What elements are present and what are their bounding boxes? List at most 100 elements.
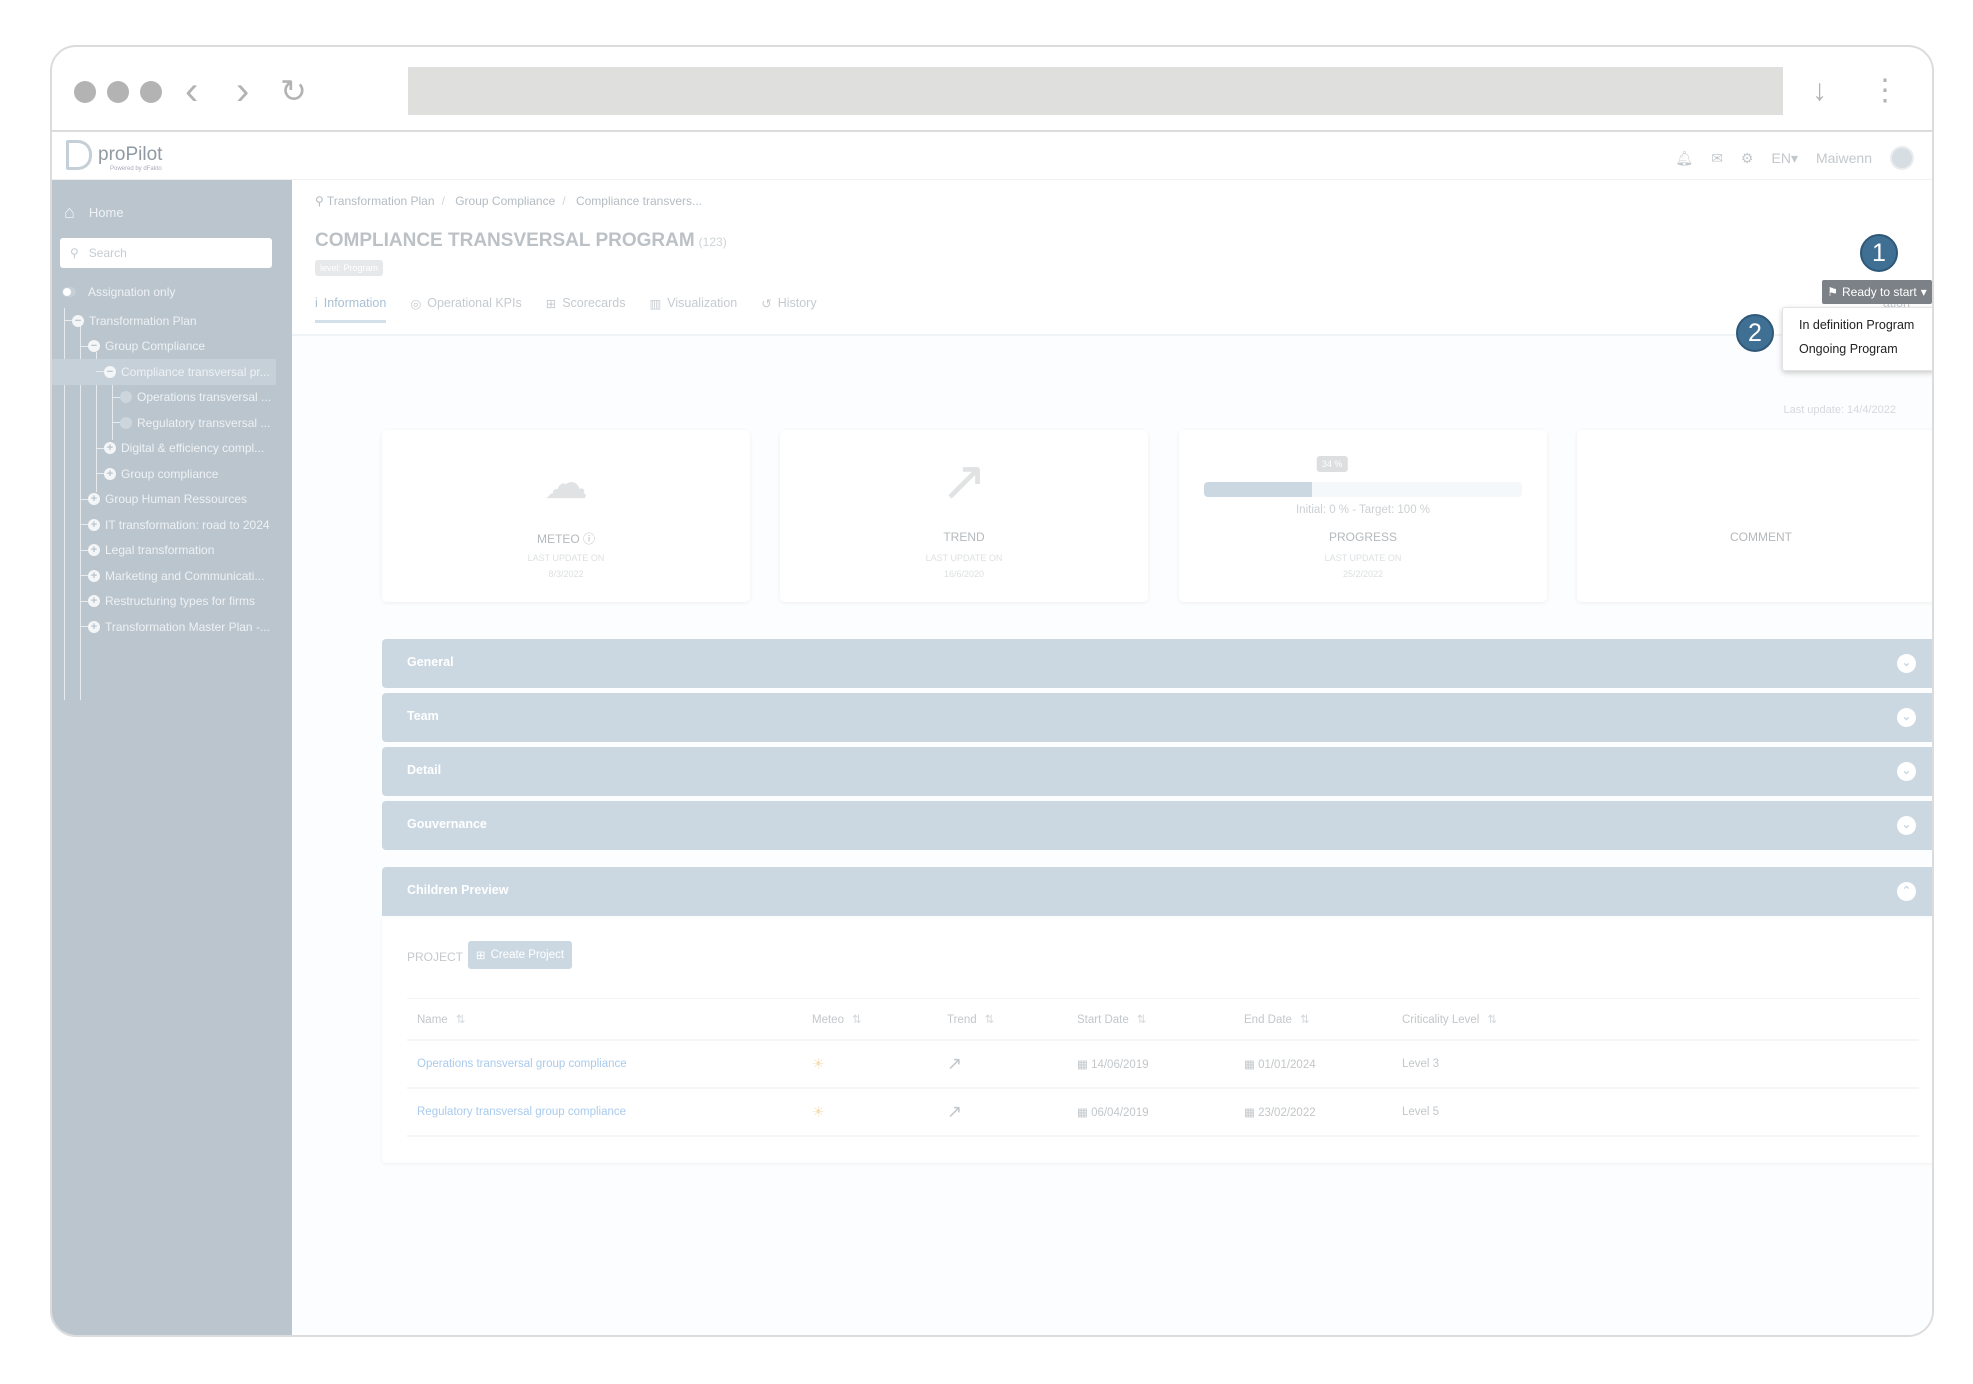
kebab-menu-icon[interactable]: ⋮ <box>1870 74 1900 107</box>
project-name-link[interactable]: Regulatory transversal group compliance <box>417 1106 627 1118</box>
language-select[interactable]: EN▾ <box>1771 149 1798 166</box>
tree-nav: − Transformation Plan − Group Compliance − Co… <box>52 308 292 700</box>
tree-item-label: Digital & efficiency compl... <box>121 441 265 456</box>
cloud-icon: ☁ <box>544 459 588 508</box>
trend-card[interactable]: ↗ TREND LAST UPDATE ON 16/6/2020 <box>780 430 1148 602</box>
project-name-link[interactable]: Operations transversal group compliance <box>417 1058 627 1070</box>
section-general[interactable]: General ⌄ <box>382 639 1932 688</box>
chevron-down-icon[interactable]: ⌄ <box>1897 654 1916 673</box>
tree-item[interactable]: + Transformation Master Plan -... <box>52 614 292 640</box>
window-dot[interactable] <box>74 81 96 103</box>
plus-circle-icon[interactable]: + <box>88 595 100 608</box>
tree-item[interactable]: Regulatory transversal ... <box>52 410 292 436</box>
sort-icon[interactable]: ⇅ <box>1136 1014 1147 1026</box>
progress-fill <box>1204 482 1313 497</box>
chevron-down-icon[interactable]: ⌄ <box>1897 816 1916 835</box>
reload-icon[interactable]: ↻ <box>280 73 307 109</box>
tree-item[interactable]: − Transformation Plan <box>52 308 292 334</box>
avatar[interactable] <box>1890 146 1914 170</box>
tree-item[interactable]: + Legal transformation <box>52 538 292 564</box>
minus-circle-icon[interactable]: − <box>88 340 100 353</box>
toggle-switch[interactable] <box>62 287 76 297</box>
minus-circle-icon[interactable]: − <box>104 365 116 378</box>
logo[interactable]: proPilot Powered by dFakto <box>66 140 162 172</box>
tab-icon: i <box>315 296 318 310</box>
tree-item[interactable]: Operations transversal ... <box>52 385 292 411</box>
plus-circle-icon[interactable]: + <box>104 442 116 455</box>
back-icon[interactable]: ‹ <box>185 69 199 113</box>
flag-icon: ⚑ <box>1827 285 1839 299</box>
tree-item[interactable]: + Group compliance <box>52 461 292 487</box>
tree-item[interactable]: + Marketing and Communicati... <box>52 563 292 589</box>
tree-connector <box>80 498 88 500</box>
breadcrumb-item[interactable]: Transformation Plan <box>326 194 435 208</box>
tab-scorecards[interactable]: ⊞ Scorecards <box>546 296 626 323</box>
tree-item-label: Legal transformation <box>105 543 215 558</box>
window-dot[interactable] <box>140 81 162 103</box>
status-dropdown-button[interactable]: ⚑ Ready to start ▾ <box>1822 280 1932 304</box>
sort-icon[interactable]: ⇅ <box>984 1014 995 1026</box>
sort-icon[interactable]: ⇅ <box>1487 1014 1497 1026</box>
chevron-up-icon[interactable]: ⌃ <box>1897 882 1916 901</box>
tree-item[interactable]: + Restructuring types for firms <box>52 589 292 615</box>
plus-circle-icon[interactable]: + <box>104 467 116 480</box>
tree-item[interactable]: + Digital & efficiency compl... <box>52 436 292 462</box>
leaf-dot-icon[interactable] <box>120 416 132 429</box>
plus-circle-icon[interactable]: + <box>88 518 100 531</box>
sidebar-item-home[interactable]: ⌂ Home <box>64 202 124 223</box>
tree-item[interactable]: + Group Human Ressources <box>52 487 292 513</box>
tree-item[interactable]: − Compliance transversal pr... <box>52 359 276 385</box>
chevron-down-icon[interactable]: ⌄ <box>1897 762 1916 781</box>
assignation-label: Assignation only <box>88 285 176 299</box>
arrow-up-right-icon: ↗ <box>947 1101 963 1122</box>
create-label: Create Project <box>490 949 565 961</box>
column-header[interactable]: Criticality Level ⇅ <box>1402 1012 1497 1026</box>
forward-icon[interactable]: › <box>236 69 250 113</box>
minus-circle-icon[interactable]: − <box>72 314 84 327</box>
plus-circle-icon[interactable]: + <box>88 493 100 506</box>
plus-circle-icon[interactable]: + <box>88 544 100 557</box>
column-header[interactable]: Start Date ⇅ <box>1077 1012 1146 1026</box>
meteo-card[interactable]: ☁ METEO ⓘ LAST UPDATE ON 8/3/2022 <box>382 430 750 602</box>
assignation-toggle[interactable]: Assignation only <box>62 285 175 299</box>
card-date: 8/3/2022 <box>548 569 584 579</box>
column-header[interactable]: Name ⇅ <box>417 1012 465 1026</box>
comment-card[interactable]: COMMENT <box>1577 430 1932 602</box>
section-gouvernance[interactable]: Gouvernance ⌄ <box>382 801 1932 850</box>
tab-bar: i Information ◎ Operational KPIs ⊞ Scorecards… <box>315 296 817 323</box>
end-date-text: 23/02/2022 <box>1258 1107 1316 1119</box>
window-dot[interactable] <box>107 81 129 103</box>
column-header[interactable]: Meteo ⇅ <box>812 1012 862 1026</box>
menu-item-ongoing[interactable]: Ongoing Program <box>1799 342 1898 356</box>
tab-operational-kpis[interactable]: ◎ Operational KPIs <box>410 296 521 323</box>
gear-icon[interactable]: ⚙ <box>1740 149 1754 166</box>
mail-icon[interactable]: ✉ <box>1711 149 1723 166</box>
tree-item[interactable]: + IT transformation: road to 2024 <box>52 512 292 538</box>
chevron-down-icon[interactable]: ⌄ <box>1897 708 1916 727</box>
address-bar[interactable] <box>408 67 1783 115</box>
create-project-button[interactable]: ⊞ Create Project <box>468 941 572 969</box>
search-input[interactable]: ⚲ Search <box>60 238 272 268</box>
column-header[interactable]: End Date ⇅ <box>1244 1012 1310 1026</box>
user-name[interactable]: Maiwenn <box>1815 150 1872 166</box>
leaf-dot-icon[interactable] <box>120 391 132 404</box>
tab-visualization[interactable]: ▥ Visualization <box>649 296 737 323</box>
plus-circle-icon[interactable]: + <box>88 620 100 633</box>
tab-history[interactable]: ↺ History <box>761 296 816 323</box>
section-team[interactable]: Team ⌄ <box>382 693 1932 742</box>
plus-circle-icon[interactable]: + <box>88 569 100 582</box>
tab-information[interactable]: i Information <box>315 296 387 323</box>
bell-icon[interactable]: 🔔︎ <box>1675 149 1694 166</box>
breadcrumb-item[interactable]: Group Compliance <box>455 194 556 208</box>
menu-item-in-definition[interactable]: In definition Program <box>1799 318 1915 332</box>
tree-item[interactable]: − Group Compliance <box>52 334 292 360</box>
section-children-preview[interactable]: Children Preview ⌃ <box>382 867 1932 916</box>
section-detail[interactable]: Detail ⌄ <box>382 747 1932 796</box>
sort-icon[interactable]: ⇅ <box>455 1014 466 1026</box>
info-icon[interactable]: ⓘ <box>583 532 596 546</box>
progress-card[interactable]: 34 % Initial: 0 % - Target: 100 % PROGRE… <box>1179 430 1547 602</box>
download-icon[interactable]: ↓ <box>1812 74 1827 107</box>
sort-icon[interactable]: ⇅ <box>1299 1014 1310 1026</box>
column-header[interactable]: Trend ⇅ <box>947 1012 994 1026</box>
sort-icon[interactable]: ⇅ <box>851 1014 862 1026</box>
